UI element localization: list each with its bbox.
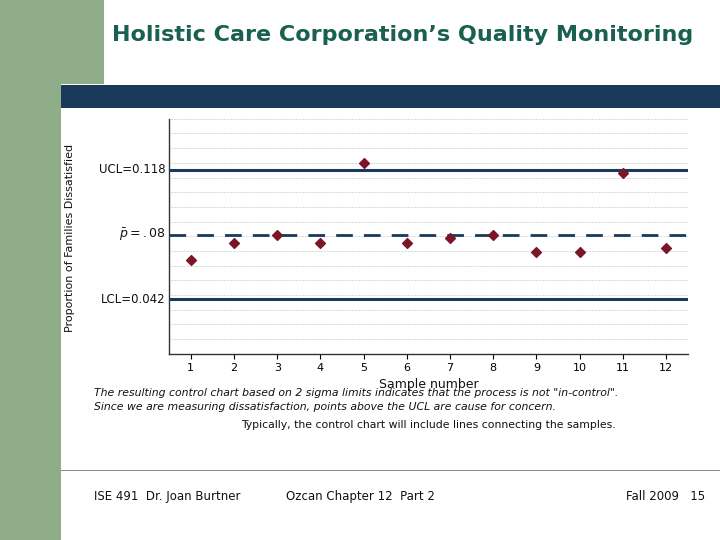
Text: ISE 491  Dr. Joan Burtner: ISE 491 Dr. Joan Burtner — [94, 490, 240, 503]
Text: Typically, the control chart will include lines connecting the samples.: Typically, the control chart will includ… — [241, 420, 616, 430]
Text: UCL=0.118: UCL=0.118 — [99, 164, 166, 177]
Text: Holistic Care Corporation’s Quality Monitoring: Holistic Care Corporation’s Quality Moni… — [112, 25, 693, 45]
Text: The resulting control chart based on 2 sigma limits indicates that the process i: The resulting control chart based on 2 s… — [94, 388, 618, 398]
Text: Since we are measuring dissatisfaction, points above the UCL are cause for conce: Since we are measuring dissatisfaction, … — [94, 402, 556, 413]
Point — [487, 230, 499, 239]
Point — [660, 244, 672, 253]
Text: Ozcan Chapter 12  Part 2: Ozcan Chapter 12 Part 2 — [286, 490, 434, 503]
Point — [617, 169, 629, 178]
Point — [358, 159, 369, 167]
Point — [574, 247, 585, 256]
Text: LCL=0.042: LCL=0.042 — [101, 293, 166, 306]
Point — [228, 239, 240, 247]
Text: Fall 2009   15: Fall 2009 15 — [626, 490, 706, 503]
Point — [444, 234, 456, 242]
Point — [401, 239, 413, 247]
Text: $\bar{p}=.08$: $\bar{p}=.08$ — [119, 226, 166, 243]
Point — [185, 256, 197, 265]
Text: Proportion of Families Dissatisfied: Proportion of Families Dissatisfied — [65, 144, 75, 332]
Point — [531, 247, 542, 256]
Text: Sample number: Sample number — [379, 378, 478, 391]
Point — [315, 239, 326, 247]
Point — [271, 230, 283, 239]
